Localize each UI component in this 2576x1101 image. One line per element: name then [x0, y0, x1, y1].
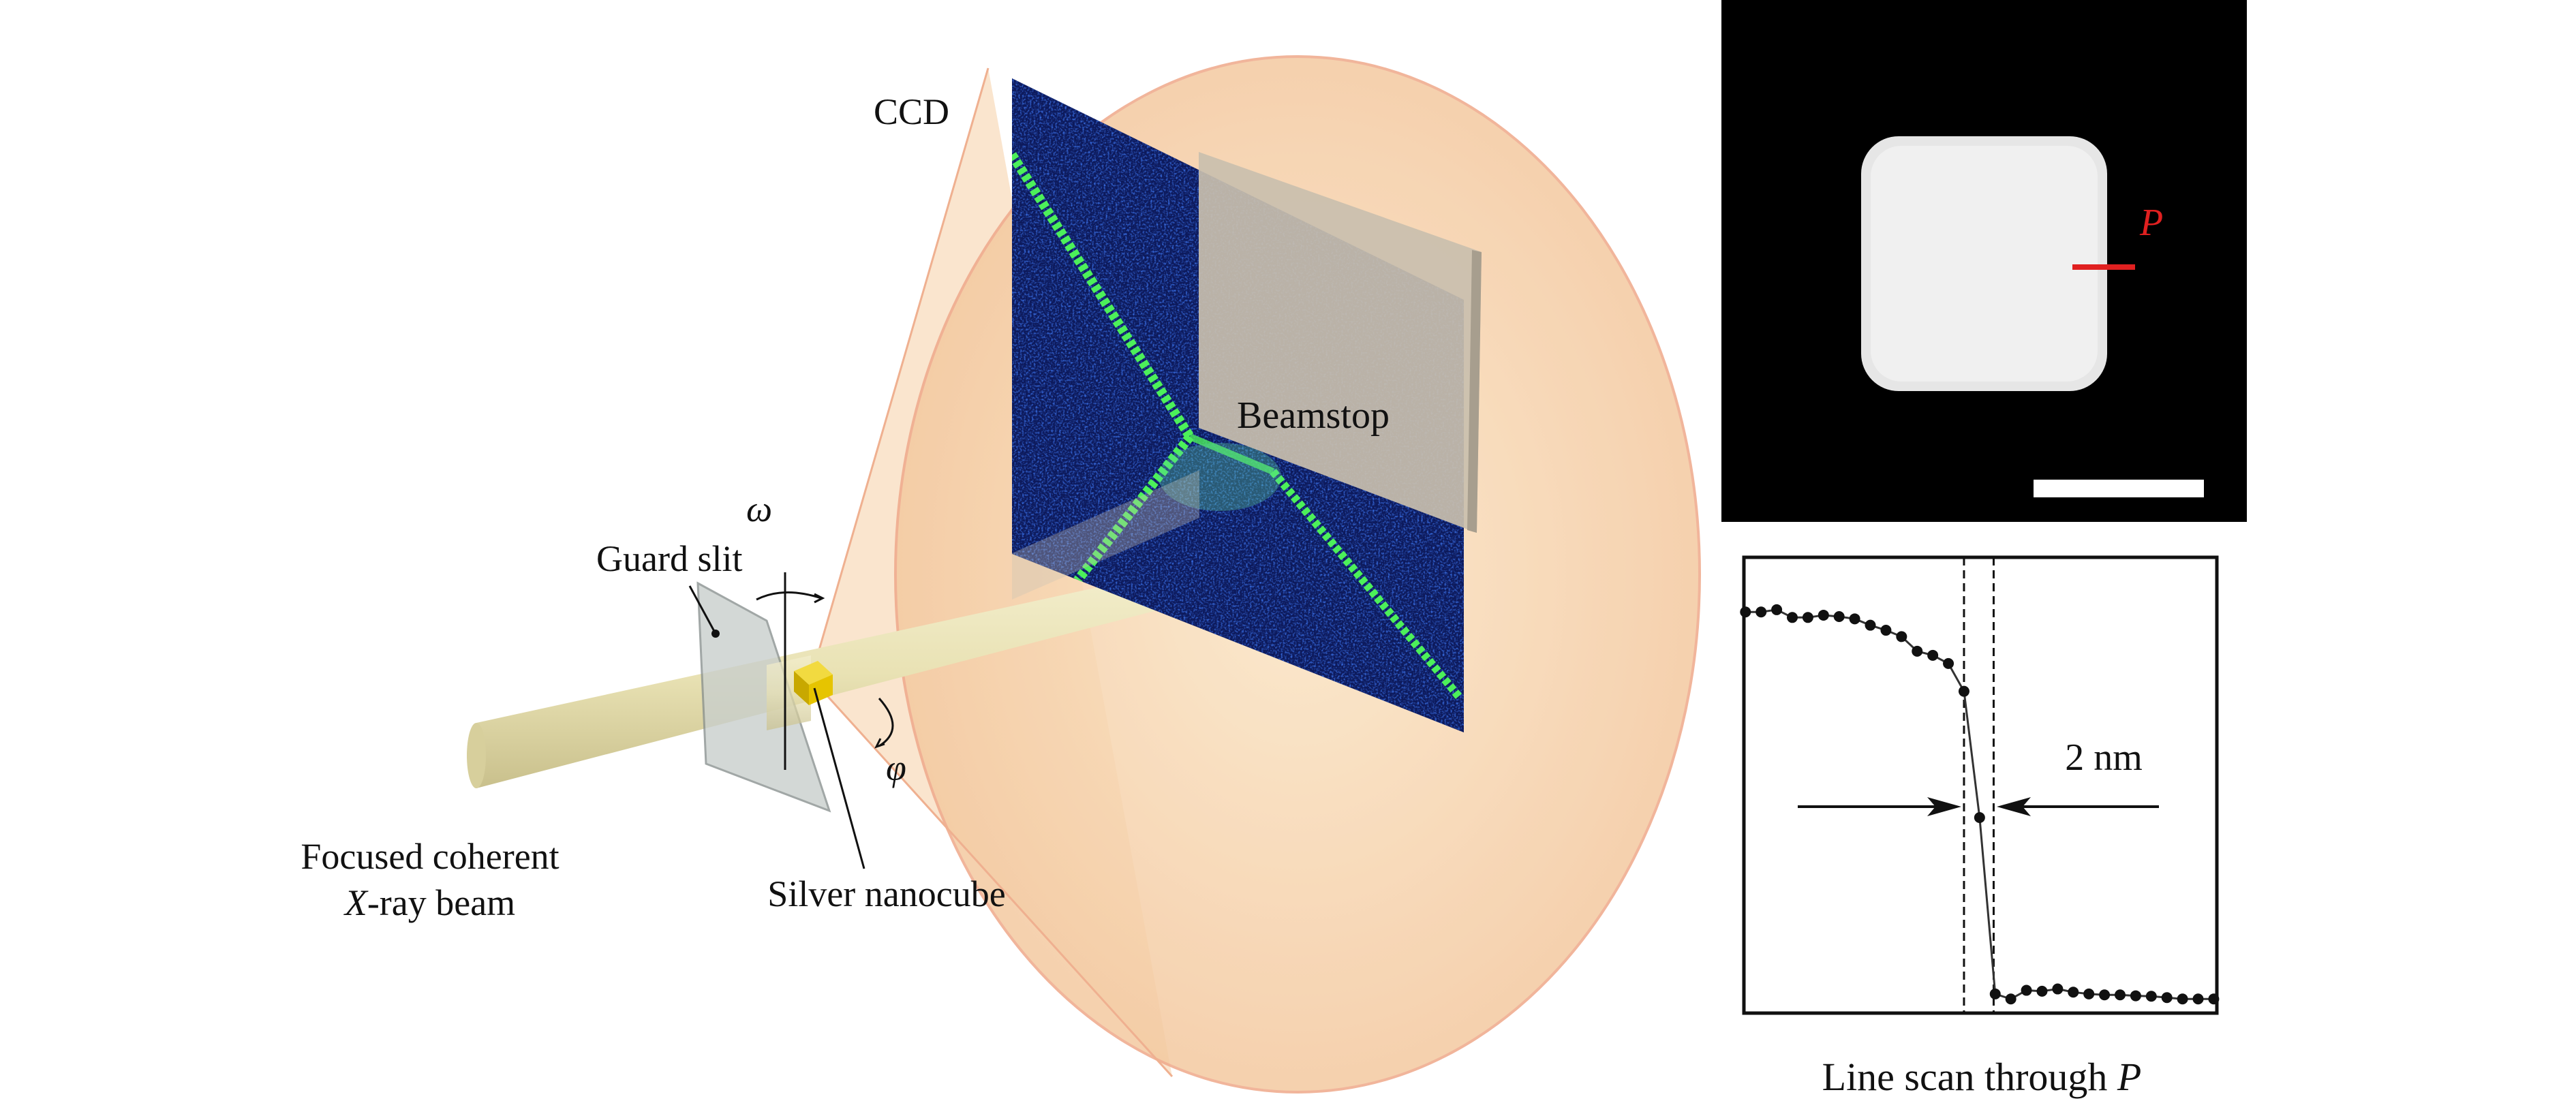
point-p-label: P — [2139, 202, 2163, 244]
data-point — [2052, 983, 2064, 995]
data-point — [1849, 613, 1860, 625]
data-point — [1771, 604, 1783, 615]
phi-label: φ — [886, 747, 906, 788]
omega-rotation-arrow — [756, 591, 822, 601]
nanocube — [794, 661, 833, 705]
plot-frame — [1742, 555, 2219, 1015]
sample-stage — [756, 572, 894, 869]
sample-leader-line — [813, 687, 865, 869]
data-point — [2130, 990, 2141, 1002]
data-point — [2083, 988, 2095, 999]
data-point — [1865, 619, 1876, 631]
data-point — [1787, 612, 1798, 623]
data-point — [1740, 606, 1751, 618]
data-point — [1958, 685, 1969, 697]
data-point — [1989, 988, 2001, 999]
guard-slit — [688, 581, 831, 813]
data-point — [2145, 991, 2157, 1002]
beam-label-line2: X-ray beam — [343, 882, 515, 923]
data-point — [1896, 631, 1907, 642]
beamstop-label: Beamstop — [1237, 394, 1390, 437]
guard-slit-label: Guard slit — [596, 538, 742, 579]
omega-label: ω — [746, 489, 772, 529]
reconstructed-image: P — [1721, 0, 2247, 522]
data-point — [2099, 989, 2111, 1001]
data-point — [2021, 984, 2032, 996]
data-point — [2068, 987, 2079, 998]
plot-caption: Line scan through P — [1822, 1055, 2142, 1099]
width-label: 2 nm — [2065, 736, 2143, 779]
data-point — [1974, 811, 1985, 823]
phi-rotation-arrow — [878, 698, 894, 747]
line-scan-plot: 2 nm Line scan through P — [1740, 555, 2220, 1099]
data-point — [1943, 657, 1954, 669]
data-point — [1818, 609, 1829, 621]
data-point — [1755, 606, 1767, 618]
beamstop: Beamstop — [1199, 152, 1482, 533]
data-point — [1927, 649, 1939, 661]
ccd-label: CCD — [874, 91, 949, 132]
data-point — [1880, 625, 1892, 636]
data-point — [2036, 985, 2048, 997]
data-point — [1912, 645, 1923, 657]
sample-label: Silver nanocube — [767, 873, 1005, 914]
data-point — [2208, 993, 2220, 1005]
bragg-streaks — [1012, 152, 1463, 700]
data-point — [2177, 993, 2188, 1005]
data-point — [1833, 610, 1845, 622]
data-point — [2161, 992, 2173, 1004]
beam-label-line1: Focused coherent — [301, 836, 559, 877]
data-point — [1802, 612, 1813, 623]
data-point — [2005, 993, 2017, 1005]
data-point — [2114, 989, 2126, 1001]
data-point — [2192, 993, 2204, 1005]
scale-bar — [2034, 480, 2204, 497]
